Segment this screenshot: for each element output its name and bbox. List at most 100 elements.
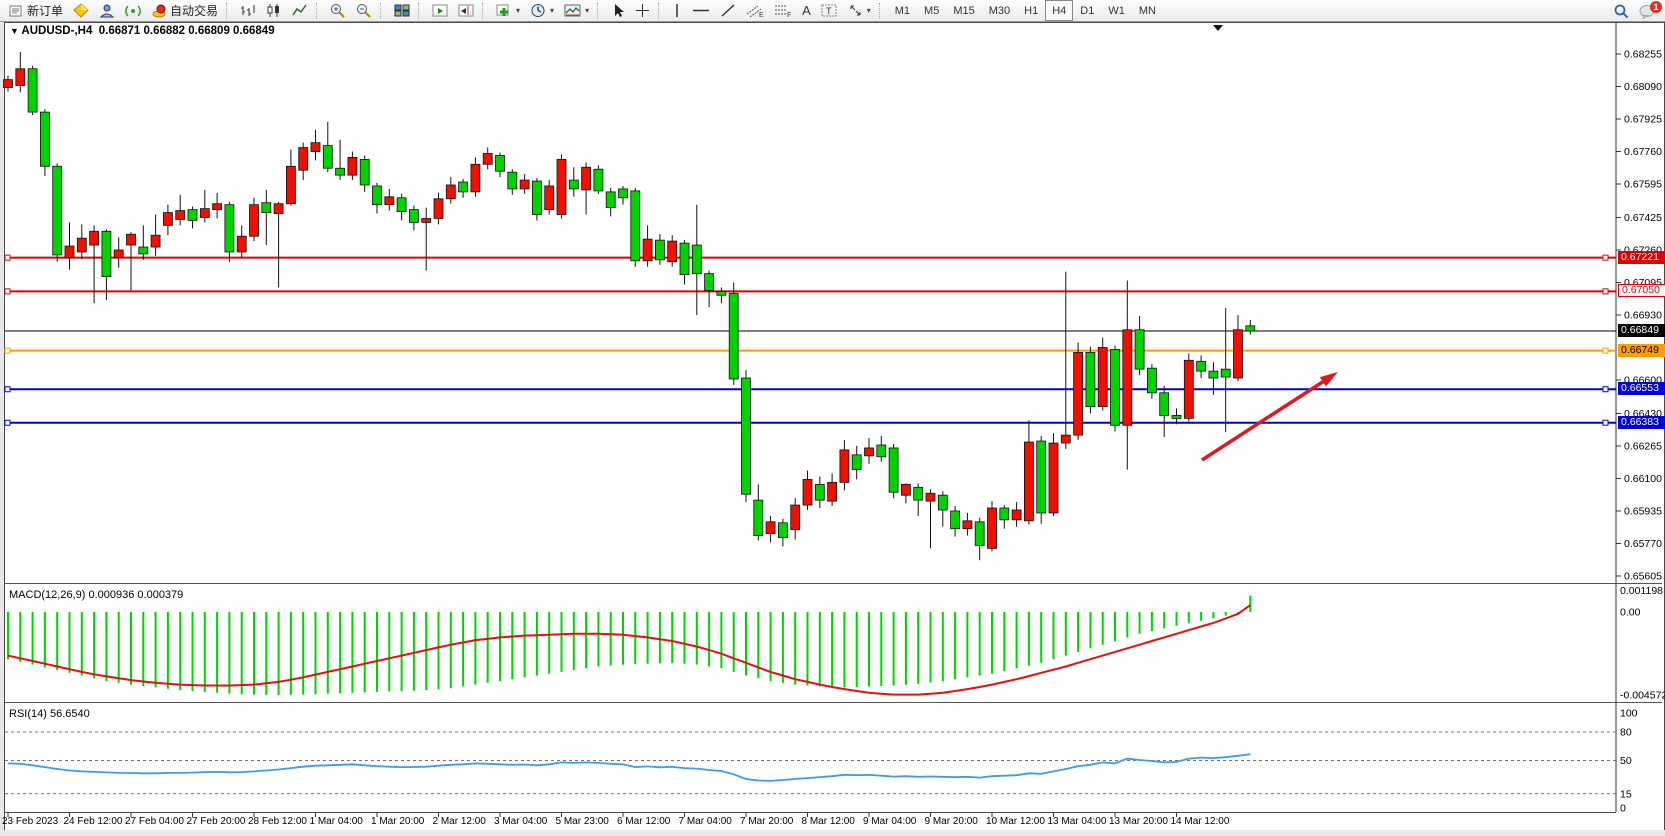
auto-scroll-button[interactable] [427, 0, 453, 21]
text-label-tool-button[interactable]: T [816, 0, 843, 21]
timeframe-m1[interactable]: M1 [894, 4, 911, 17]
periods-button[interactable]: ▾ [525, 0, 559, 21]
candle-body [753, 499, 764, 536]
candle-body [162, 212, 173, 226]
date-label: 13 Mar 04:00 [1048, 816, 1107, 827]
line-handle[interactable] [1602, 254, 1609, 261]
line-handle[interactable] [1602, 288, 1609, 295]
data-window-button[interactable] [94, 0, 120, 21]
candlestick-chart-button[interactable] [261, 0, 287, 21]
candle-body [1134, 329, 1145, 370]
date-label: 8 Mar 12:00 [802, 816, 856, 827]
candle-body [581, 166, 591, 191]
candle-body [1097, 347, 1108, 407]
candle-body [814, 483, 825, 501]
horizontal-line-tool-button[interactable] [687, 0, 715, 21]
candle-body [1196, 360, 1206, 372]
auto-trading-button[interactable]: 自动交易 [146, 0, 223, 21]
axis-tick-label: 0 [1620, 803, 1626, 815]
line-handle[interactable] [4, 347, 11, 354]
trend-arrow-head[interactable] [1319, 372, 1338, 387]
zoom-out-icon [356, 3, 372, 18]
candle-body [1147, 367, 1157, 394]
candle-body [962, 520, 973, 530]
zoom-out-button[interactable] [351, 0, 377, 21]
candle-body [249, 204, 259, 237]
indicators-add-icon [496, 3, 512, 18]
toolbar-separator [658, 2, 664, 19]
macd-signal-line [7, 604, 1251, 696]
vertical-line-icon [672, 3, 682, 18]
candle-body [372, 185, 382, 206]
timeframe-m15[interactable]: M15 [953, 4, 975, 17]
timeframe-h1[interactable]: H1 [1024, 4, 1039, 17]
candle-body [322, 145, 333, 169]
timeframe-m5[interactable]: M5 [924, 4, 940, 17]
candle-body [827, 482, 837, 502]
crosshair-tool-button[interactable] [630, 0, 655, 21]
tile-windows-button[interactable] [389, 0, 415, 21]
date-label: 24 Feb 12:00 [64, 816, 123, 827]
new-order-button[interactable]: 新订单 [4, 0, 68, 21]
vertical-line-tool-button[interactable] [667, 0, 687, 21]
line-handle[interactable] [4, 254, 11, 261]
symbol-dropdown-icon[interactable]: ▼ [10, 26, 22, 36]
horizontal-line-icon [692, 3, 710, 18]
timeframe-d1[interactable]: D1 [1080, 4, 1095, 17]
toolbar-separator [418, 2, 424, 19]
svg-text:T: T [826, 6, 832, 16]
market-watch-button[interactable] [68, 0, 94, 21]
line-handle[interactable] [4, 419, 11, 426]
axis-tick-label: 50 [1620, 755, 1632, 767]
candle-body [1110, 349, 1120, 426]
timeframe-w1[interactable]: W1 [1108, 4, 1125, 17]
timeframe-mn[interactable]: MN [1138, 4, 1156, 17]
text-tool-button[interactable]: A [797, 0, 816, 21]
new-order-label: 新订单 [27, 4, 64, 18]
candle-body [261, 202, 272, 213]
date-label: 13 Mar 20:00 [1109, 816, 1168, 827]
toolbar-separator [482, 2, 488, 19]
candle-body [236, 235, 247, 253]
fibonacci-icon: F [774, 3, 792, 18]
ohlc-readout: 0.66871 0.66882 0.66809 0.66849 [98, 25, 275, 37]
signals-button[interactable] [120, 0, 146, 21]
candle-body [532, 180, 542, 215]
search-button[interactable] [1608, 0, 1634, 21]
axis-tick-label: 0.00 [1620, 607, 1641, 619]
timeframe-m30[interactable]: M30 [988, 4, 1011, 17]
line-handle[interactable] [4, 386, 11, 393]
indicators-button[interactable]: ▾ [491, 0, 525, 21]
bar-chart-button[interactable] [235, 0, 261, 21]
zoom-in-button[interactable] [325, 0, 351, 21]
trendline-tool-button[interactable] [715, 0, 741, 21]
line-handle[interactable] [1602, 419, 1609, 426]
cursor-tool-button[interactable] [606, 0, 630, 21]
arrows-tool-button[interactable]: ▾ [843, 0, 876, 21]
candle-body [3, 79, 13, 88]
candle-body [175, 210, 186, 220]
line-handle[interactable] [1602, 386, 1609, 393]
axis-tick-label: 0.001198 [1620, 585, 1663, 597]
candle-body [507, 171, 518, 190]
toolbar-separator [878, 2, 885, 19]
candle-body [790, 504, 801, 531]
line-chart-button[interactable] [287, 0, 313, 21]
candle-body [285, 165, 296, 205]
timeframe-h4[interactable]: H4 [1045, 0, 1074, 21]
candle-body [642, 238, 653, 262]
chart-shift-button[interactable] [453, 0, 479, 21]
date-label: 9 Mar 04:00 [863, 816, 917, 827]
candle-body [347, 157, 358, 176]
main-toolbar: 新订单 自动交易 [0, 0, 1665, 22]
trend-arrow[interactable] [1201, 375, 1331, 462]
line-handle[interactable] [1602, 347, 1609, 354]
candle-body [199, 208, 210, 218]
line-handle[interactable] [4, 288, 11, 295]
notification-count-badge: 1 [1650, 1, 1662, 13]
equidistant-channel-tool-button[interactable]: E [741, 0, 769, 21]
templates-button[interactable]: ▾ [559, 0, 594, 21]
candle-body [839, 449, 850, 483]
fibonacci-tool-button[interactable]: F [769, 0, 797, 21]
